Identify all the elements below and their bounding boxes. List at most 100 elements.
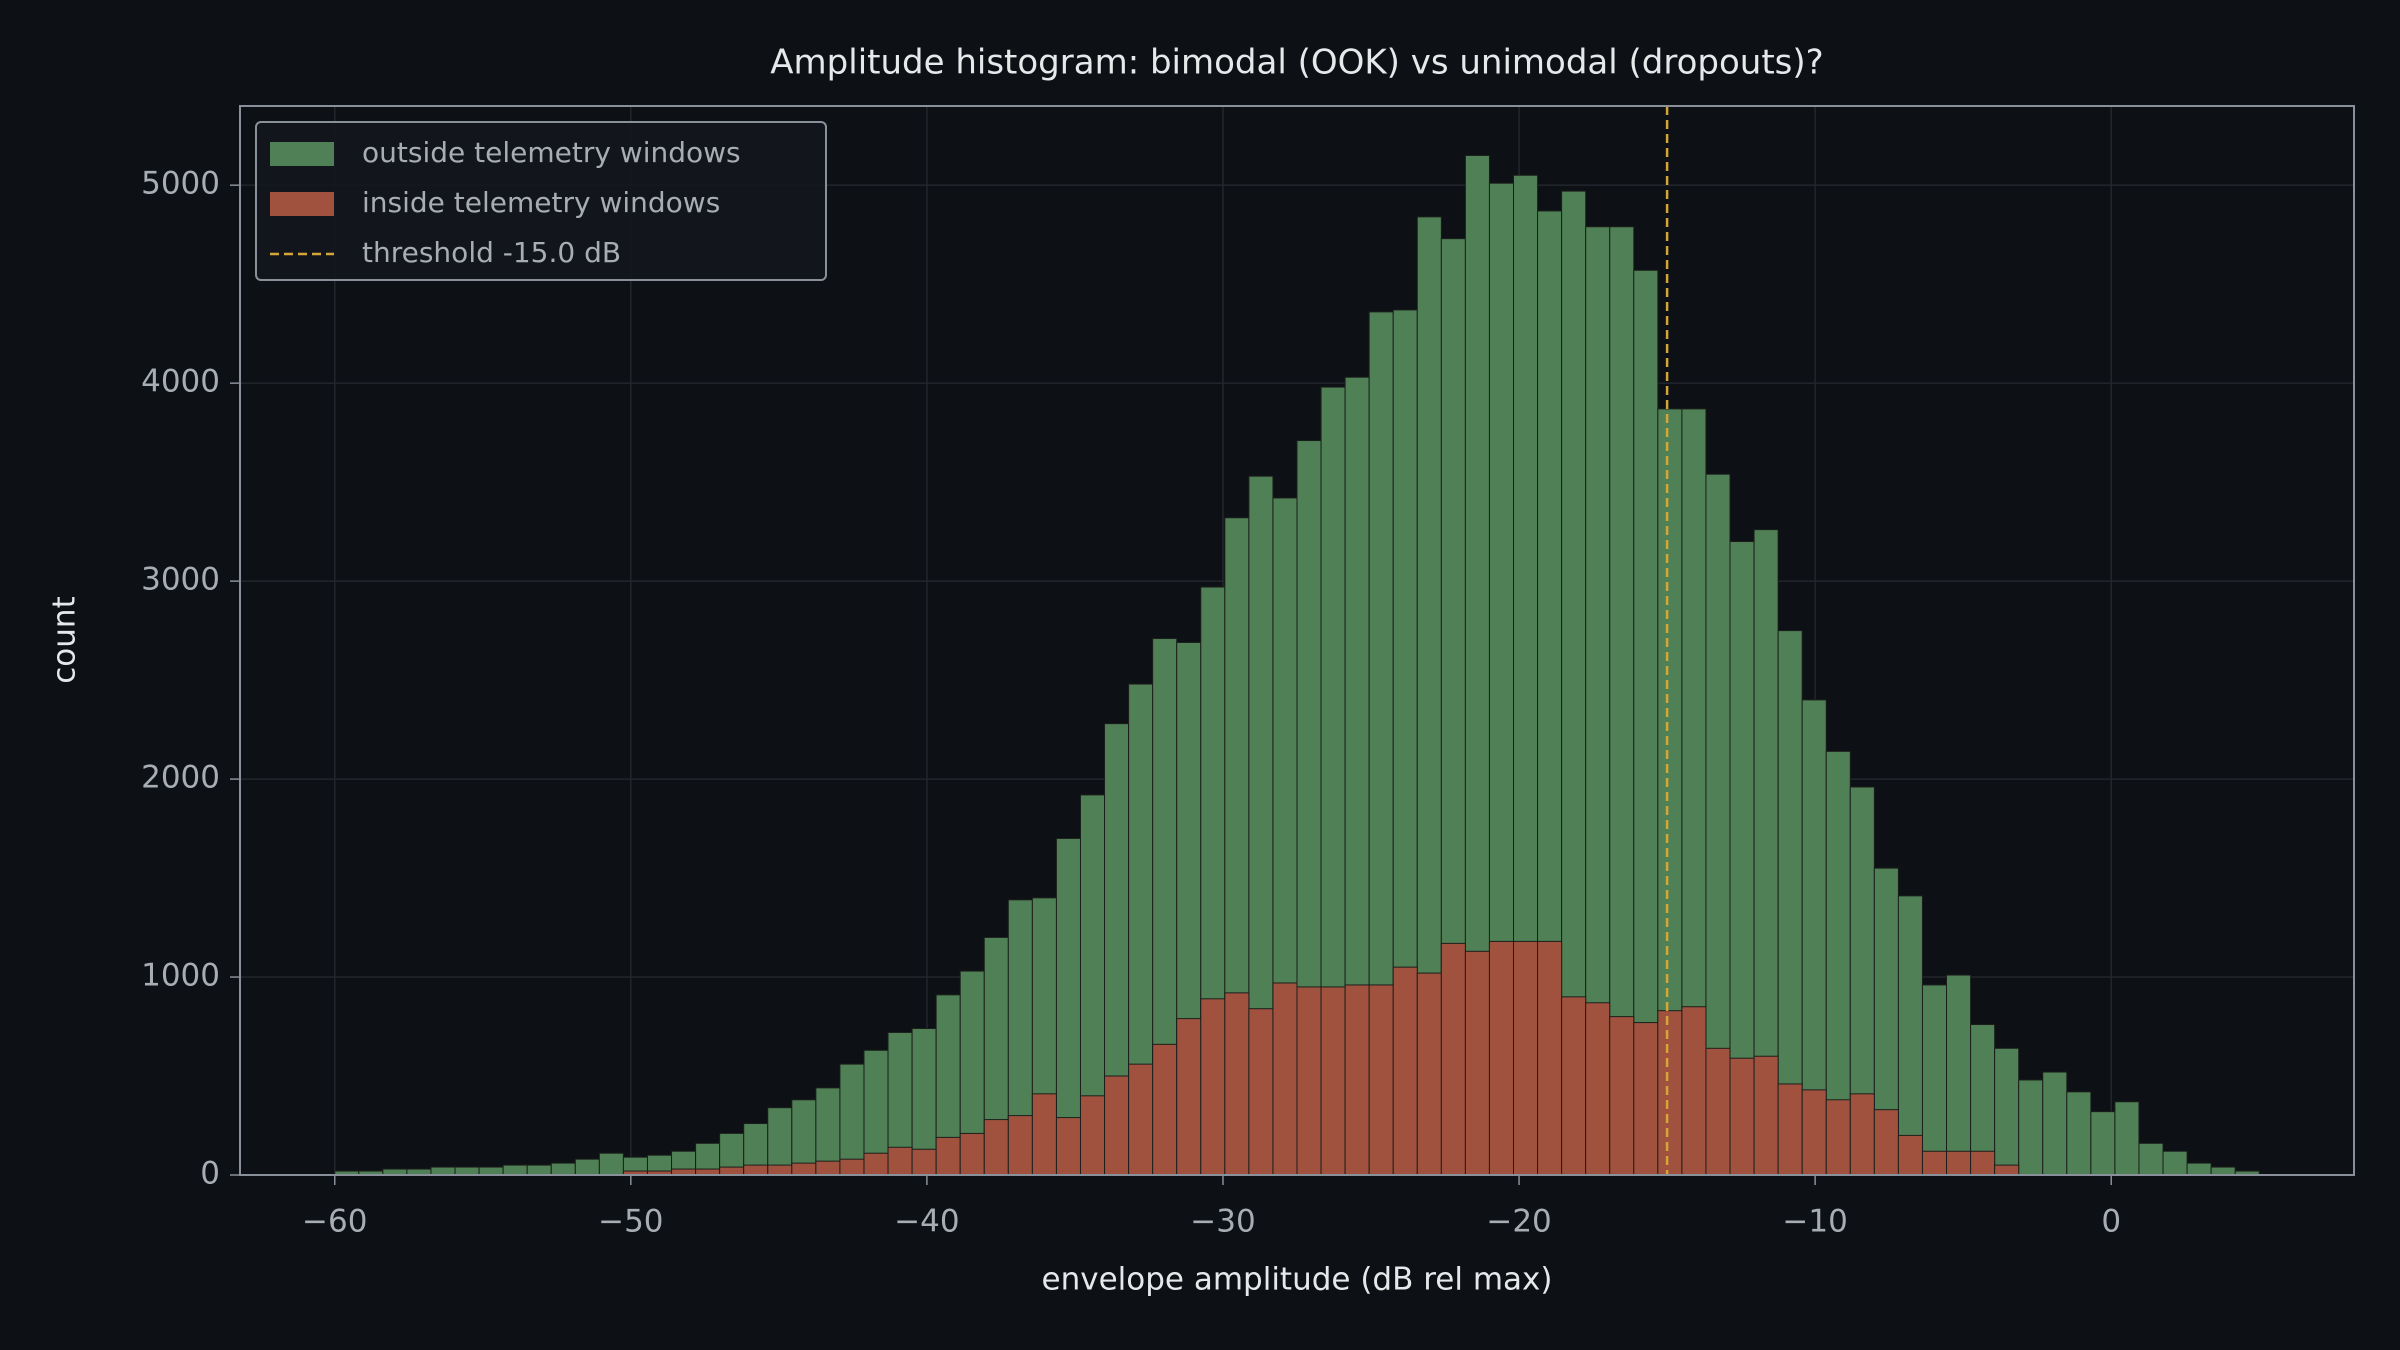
bar [1849, 1093, 1875, 1176]
bar [935, 1136, 961, 1176]
y-tick-label: 4000 [141, 364, 220, 400]
bar [743, 1164, 769, 1176]
bar [1801, 1089, 1827, 1176]
bar [2114, 1101, 2140, 1176]
bar [767, 1164, 793, 1176]
bar [1248, 1008, 1274, 1176]
bar [478, 1166, 504, 1176]
y-axis-label: count [47, 596, 83, 683]
bar [2090, 1111, 2116, 1176]
bar [1416, 972, 1442, 1176]
bar [2186, 1162, 2212, 1176]
bar [839, 1063, 865, 1176]
x-axis-label: envelope amplitude (dB rel max) [1042, 1262, 1553, 1298]
bar [815, 1087, 841, 1176]
bar [1946, 1150, 1972, 1176]
x-tick-label: −50 [598, 1204, 663, 1240]
bar [1681, 1006, 1707, 1176]
bar [1921, 984, 1948, 1176]
bar [1055, 1117, 1081, 1176]
bar [1994, 1164, 2020, 1176]
y-tick-label: 3000 [141, 562, 220, 598]
legend-swatch [270, 142, 334, 166]
bar [1897, 895, 1923, 1176]
bar [1561, 996, 1587, 1176]
bar [863, 1152, 889, 1176]
bar [2018, 1079, 2044, 1176]
bar [887, 1146, 913, 1176]
bar [2042, 1071, 2068, 1176]
bar [1272, 982, 1298, 1176]
x-tick-label: −60 [302, 1204, 367, 1240]
bar [791, 1099, 817, 1176]
bar [1994, 1047, 2020, 1176]
bar [1079, 1095, 1106, 1176]
bar [815, 1160, 841, 1176]
bar [1585, 1002, 1611, 1176]
overlay: −60 −50 −40 −30 −20 −10 0 0 1000 2000 3000 4000 5000… [141, 105, 2355, 1240]
legend-label: outside telemetry windows [362, 136, 741, 169]
plot-frame [239, 105, 2355, 1176]
y-tick-label: 5000 [141, 166, 220, 202]
bar [983, 1119, 1009, 1176]
bar [2138, 1142, 2164, 1176]
bar [791, 1162, 817, 1176]
bar [1753, 1055, 1779, 1176]
bar [454, 1166, 480, 1176]
bar [1368, 984, 1394, 1176]
bar [1344, 984, 1370, 1176]
bar [1128, 1063, 1154, 1176]
bar [1392, 966, 1418, 1176]
bar [719, 1166, 745, 1176]
y-tick-label: 1000 [141, 958, 220, 994]
chart-title: Amplitude histogram: bimodal (OOK) vs un… [770, 43, 1823, 83]
bar [1825, 1099, 1851, 1176]
bar [430, 1166, 456, 1176]
bar [1464, 950, 1490, 1176]
bar [1200, 998, 1226, 1176]
bar [1609, 1016, 1635, 1176]
bar [1488, 940, 1515, 1176]
bar [1921, 1150, 1948, 1176]
bar [1296, 986, 1322, 1176]
x-tick-label: −10 [1782, 1204, 1847, 1240]
x-tick-label: 0 [2101, 1204, 2121, 1240]
bar [2210, 1166, 2236, 1176]
legend-box [255, 121, 827, 281]
bars [334, 154, 2260, 1176]
bar [1104, 1075, 1130, 1176]
x-tick-label: −20 [1486, 1204, 1551, 1240]
legend-label: threshold -15.0 dB [362, 236, 621, 269]
y-tick-label: 0 [200, 1156, 220, 1192]
bar [1152, 1043, 1178, 1176]
bar [1224, 992, 1250, 1176]
bar [1873, 1109, 1899, 1176]
bar [1633, 1022, 1659, 1176]
bar [1007, 1115, 1033, 1176]
bar [959, 1132, 985, 1176]
bar [1440, 942, 1466, 1176]
bar [598, 1152, 624, 1176]
bar [1031, 1093, 1057, 1176]
x-tick-label: −30 [1190, 1204, 1255, 1240]
bar [1176, 1018, 1202, 1176]
bar [839, 1158, 865, 1176]
bar [1513, 940, 1539, 1176]
bar [574, 1158, 600, 1176]
bar [550, 1162, 576, 1176]
y-tick-label: 2000 [141, 760, 220, 796]
bar [2162, 1150, 2188, 1176]
bar [2066, 1091, 2092, 1176]
bar [1320, 986, 1346, 1176]
bar [1970, 1150, 1996, 1176]
bar [1946, 974, 1972, 1176]
bar [1537, 940, 1563, 1176]
bar [526, 1164, 552, 1176]
bar [1897, 1134, 1923, 1176]
legend-label: inside telemetry windows [362, 186, 720, 219]
legend-swatch [270, 192, 334, 216]
bar [1657, 1010, 1683, 1176]
bar [1777, 1083, 1803, 1176]
